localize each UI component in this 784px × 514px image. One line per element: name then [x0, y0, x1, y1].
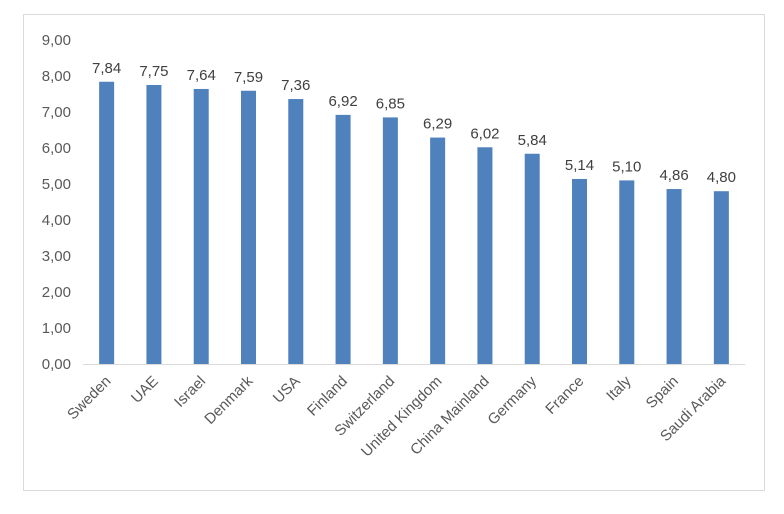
x-tick-label: Italy: [603, 372, 635, 404]
x-tick-label: Israel: [171, 373, 209, 411]
data-label: 6,02: [470, 125, 499, 142]
y-axis: 0,00 1,00 2,00 3,00 4,00 5,00 6,00 7,00 8,00 9,00: [42, 32, 71, 373]
x-tick-label: UAE: [128, 373, 162, 407]
data-label: 5,10: [612, 158, 641, 175]
bar: [524, 153, 540, 364]
data-label: 5,84: [518, 132, 547, 149]
x-tick-label: Sweden: [64, 373, 114, 423]
bar: [335, 114, 351, 364]
bar: [713, 191, 729, 364]
x-tick-label: United Kingdom: [358, 373, 445, 460]
x-tick-label: Denmark: [201, 372, 256, 427]
y-tick-label: 6,00: [42, 140, 71, 157]
data-labels: 7,84 7,75 7,64 7,59 7,36 6,92 6,85 6,29 6,02 5,84…: [92, 60, 736, 186]
data-label: 6,92: [328, 93, 357, 110]
data-label: 4,80: [707, 169, 736, 186]
data-label: 7,75: [139, 63, 168, 80]
bar: [666, 189, 682, 364]
bar: [430, 137, 446, 364]
data-label: 7,36: [281, 77, 310, 94]
data-label: 6,29: [423, 116, 452, 133]
y-tick-label: 9,00: [42, 32, 71, 49]
y-tick-label: 1,00: [42, 320, 71, 337]
bar: [382, 117, 398, 365]
y-tick-label: 3,00: [42, 248, 71, 265]
y-tick-label: 4,00: [42, 212, 71, 229]
y-tick-label: 7,00: [42, 104, 71, 121]
x-tick-label: Spain: [643, 373, 682, 412]
bar: [288, 99, 304, 364]
data-label: 5,14: [565, 157, 594, 174]
data-label: 7,64: [187, 67, 216, 84]
data-label: 4,86: [659, 167, 688, 184]
x-tick-label: Finland: [304, 373, 351, 420]
bar: [241, 90, 256, 364]
bar: [477, 147, 493, 364]
data-label: 7,84: [92, 60, 121, 77]
x-tick-label: USA: [270, 373, 304, 407]
y-tick-label: 8,00: [42, 68, 71, 85]
x-tick-label: Germany: [484, 372, 540, 428]
bar: [572, 178, 587, 364]
y-tick-label: 5,00: [42, 176, 71, 193]
data-label: 6,85: [376, 95, 405, 112]
bar: [146, 85, 162, 364]
x-tick-label: France: [542, 373, 587, 418]
bar: [193, 88, 209, 365]
y-tick-label: 0,00: [42, 356, 71, 373]
bar: [99, 81, 115, 364]
bars: [99, 81, 729, 365]
bar: [619, 180, 635, 364]
y-tick-label: 2,00: [42, 284, 71, 301]
data-label: 7,59: [234, 69, 263, 86]
